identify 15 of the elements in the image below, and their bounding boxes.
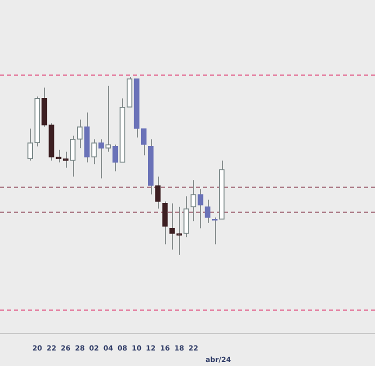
candlestick: [176, 206, 182, 256]
candlestick: [204, 199, 210, 224]
candlestick: [91, 138, 97, 165]
candlestick: [56, 149, 62, 163]
candlestick: [112, 144, 118, 172]
candlestick: [162, 201, 168, 245]
candlestick: [140, 128, 147, 156]
candlestick: [190, 180, 196, 222]
candlestick: [155, 176, 161, 210]
candlestick: [198, 188, 204, 229]
candlestick: [183, 196, 190, 238]
candlestick: [77, 119, 83, 149]
candlestick: [169, 202, 175, 250]
candlestick: [98, 138, 104, 179]
candlestick: [70, 135, 76, 178]
